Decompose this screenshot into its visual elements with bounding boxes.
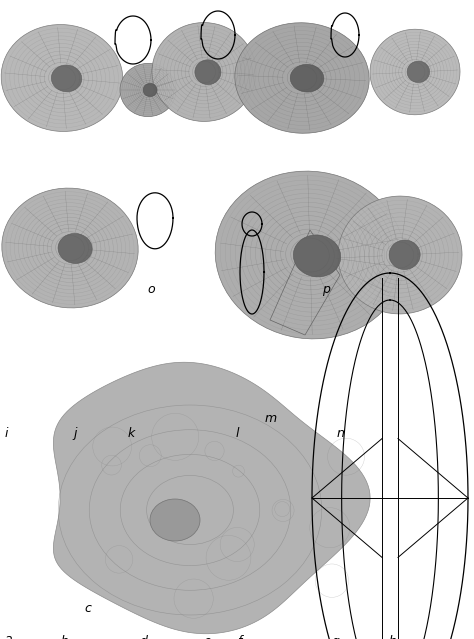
Text: n: n — [337, 427, 345, 440]
Text: b: b — [61, 635, 69, 639]
Ellipse shape — [370, 29, 460, 115]
Ellipse shape — [338, 196, 462, 314]
Text: a: a — [5, 633, 12, 639]
Text: j: j — [73, 427, 77, 440]
Ellipse shape — [51, 65, 82, 92]
Ellipse shape — [235, 23, 369, 134]
Text: k: k — [128, 427, 135, 440]
Ellipse shape — [195, 60, 221, 84]
Ellipse shape — [58, 233, 92, 263]
Ellipse shape — [407, 61, 429, 82]
Ellipse shape — [143, 83, 157, 96]
Text: f: f — [237, 635, 241, 639]
Text: m: m — [264, 412, 277, 425]
Text: h: h — [389, 635, 397, 639]
Text: o: o — [147, 283, 155, 296]
Ellipse shape — [389, 240, 420, 270]
Ellipse shape — [2, 188, 138, 308]
Ellipse shape — [293, 235, 341, 277]
Text: i: i — [5, 427, 8, 440]
Ellipse shape — [1, 24, 123, 132]
Ellipse shape — [150, 499, 200, 541]
Ellipse shape — [290, 65, 324, 92]
Ellipse shape — [152, 22, 256, 121]
Text: g: g — [332, 635, 340, 639]
Text: c: c — [84, 602, 91, 615]
Text: p: p — [322, 283, 330, 296]
Text: d: d — [140, 635, 148, 639]
Polygon shape — [270, 230, 340, 335]
Ellipse shape — [215, 171, 405, 339]
Polygon shape — [54, 362, 370, 634]
Text: l: l — [236, 427, 239, 440]
Ellipse shape — [120, 63, 176, 116]
Text: e: e — [204, 635, 211, 639]
